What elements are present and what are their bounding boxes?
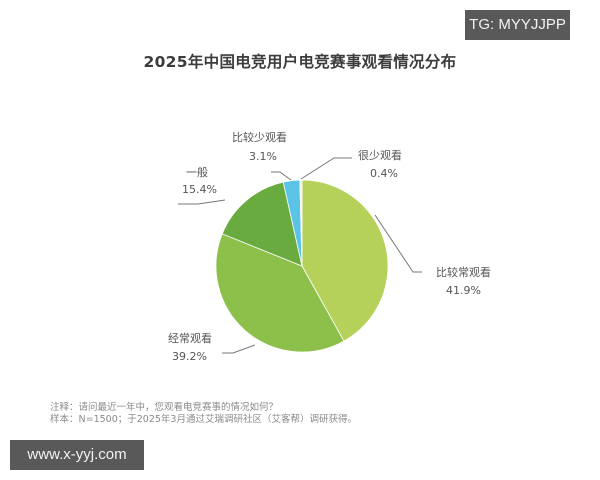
chart-title: 2025年中国电竞用户电竞赛事观看情况分布 — [143, 53, 457, 71]
label-value-4: 0.4% — [370, 167, 398, 180]
pie-slice-0 — [301, 179, 389, 342]
label-name-3: 比较少观看 — [232, 130, 287, 144]
label-name-0: 比较常观看 — [436, 265, 491, 279]
label-value-0: 41.9% — [446, 284, 481, 297]
label-value-1: 39.2% — [172, 350, 207, 363]
label-value-2: 15.4% — [182, 183, 217, 196]
pie-slice-2 — [221, 181, 303, 267]
label-name-1: 经常观看 — [168, 331, 212, 345]
note-sample: 样本：N=1500；于2025年3月通过艾瑞调研社区（艾客帮）调研获得。 — [50, 414, 357, 425]
label-name-4: 很少观看 — [358, 148, 402, 162]
note-question: 注释：请问最近一年中，您观看电竞赛事的情况如何？ — [50, 402, 279, 413]
leader-lines — [178, 157, 422, 354]
watermark-tg: TG: MYYJJPP — [465, 10, 570, 40]
pie-slice-1 — [215, 233, 345, 353]
pie-slices — [215, 179, 389, 353]
pie-slice-4 — [299, 179, 303, 267]
watermark-url: www.x-yyj.com — [10, 440, 144, 470]
chart-notes: 注释：请问最近一年中，您观看电竞赛事的情况如何？ 样本：N=1500；于2025… — [50, 402, 357, 426]
label-name-2: 一般 — [186, 166, 208, 179]
label-value-3: 3.1% — [249, 150, 277, 163]
